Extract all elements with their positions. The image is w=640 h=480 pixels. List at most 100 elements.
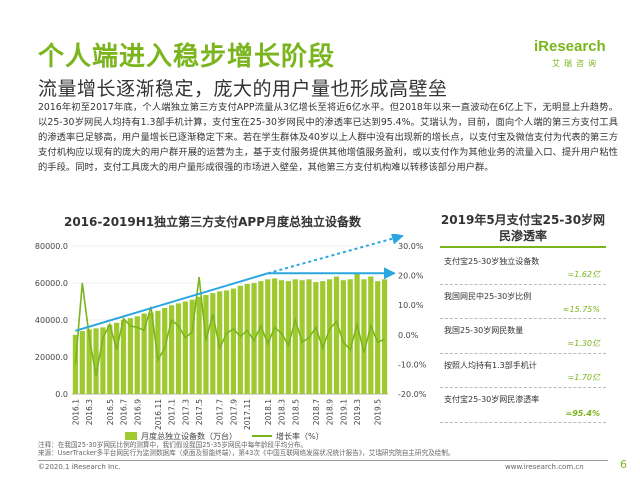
right-tick-label: 20.0% — [398, 272, 424, 281]
bar — [230, 288, 237, 394]
bar — [347, 279, 353, 394]
x-tick-label: 2017.1 — [168, 399, 177, 425]
side-row: 支付宝25-30岁独立设备数 =1.62亿 — [440, 250, 606, 285]
bar — [93, 328, 99, 394]
legend-bar-swatch — [125, 432, 137, 440]
chart-growth-line — [74, 276, 385, 377]
right-tick-label: 10.0% — [398, 301, 424, 310]
page-title: 个人端进入稳步增长阶段 — [38, 42, 336, 72]
x-tick-label: 2016.3 — [85, 399, 94, 425]
bar — [326, 279, 333, 394]
right-tick-label: 0.0% — [398, 331, 419, 340]
bar — [354, 272, 360, 394]
bar — [333, 276, 340, 394]
footnote-line: 来源：UserTracker多平台网民行为监测数据库（桌面及智能终端），第43次… — [38, 449, 455, 457]
bar — [340, 280, 346, 394]
left-tick-label: 40000.0 — [35, 316, 68, 325]
x-tick-label: 2017.3 — [181, 399, 190, 425]
chart-gridlines — [72, 245, 388, 395]
x-axis-ticks: 2016.1 2016.3 2016.5 2016.7 2016.9 2016.11 201… — [71, 399, 382, 430]
bar — [361, 279, 367, 394]
bar — [278, 280, 285, 394]
bar — [120, 320, 127, 394]
x-tick-label: 2016.5 — [106, 399, 115, 425]
bar — [79, 331, 85, 394]
side-row: 我国25-30岁网民数量 ≈1.30亿 — [440, 319, 606, 354]
bar — [189, 299, 195, 394]
bar — [299, 280, 305, 394]
bar — [210, 293, 216, 394]
x-tick-label: 2018.5 — [291, 399, 300, 425]
bar — [148, 312, 154, 394]
x-tick-label: 2018.7 — [312, 399, 321, 425]
x-tick-label: 2019.1 — [339, 399, 348, 425]
side-panel-rule — [440, 246, 606, 248]
chart-legend: 月度总独立设备数（万台） 增长率（%） — [125, 431, 324, 441]
x-tick-label: 2019.5 — [374, 399, 383, 425]
bar — [196, 296, 202, 394]
bar — [114, 322, 120, 394]
bar — [272, 278, 278, 394]
side-row: 支付宝25-30岁网民渗透率 =95.4% — [440, 388, 606, 423]
side-panel-title: 2019年5月支付宝25-30岁网民渗透率 — [440, 213, 606, 243]
bar — [375, 281, 381, 394]
side-row-value: =1.62亿 — [567, 269, 600, 279]
side-row-value: =1.70亿 — [567, 373, 600, 382]
chart-trend-arrows — [75, 232, 404, 332]
side-row-label: 支付宝25-30岁网民渗透率 — [444, 395, 540, 404]
legend-line-label: 增长率（%） — [276, 431, 324, 441]
bar — [223, 290, 230, 394]
bar — [168, 305, 175, 394]
bar — [162, 307, 168, 394]
side-row-label: 我国网民中25-30岁比例 — [444, 291, 532, 301]
bar — [217, 291, 223, 394]
bar — [368, 276, 374, 394]
bar — [258, 281, 264, 394]
page-subtitle: 流量增长逐渐稳定，庞大的用户量也形成高壁垒 — [38, 78, 448, 100]
website-link[interactable]: www.iresearch.com.cn — [505, 463, 584, 471]
x-tick-label: 2018.9 — [326, 399, 335, 425]
bar — [107, 324, 113, 394]
x-tick-label: 2016.11 — [154, 399, 163, 430]
right-tick-label: -10.0% — [398, 360, 427, 369]
x-tick-label: 2016.9 — [133, 399, 142, 425]
left-tick-label: 80000.0 — [35, 242, 68, 251]
bar — [251, 283, 257, 394]
bar — [155, 310, 161, 394]
bar — [320, 281, 326, 394]
bar — [86, 329, 92, 394]
left-tick-label: 60000.0 — [35, 279, 68, 288]
trend-line-rising — [75, 272, 269, 332]
legend-bar-label: 月度总独立设备数（万台） — [141, 431, 237, 441]
iresearch-logo: iResearch 艾瑞咨询 — [530, 38, 610, 74]
chart-title: 2016-2019H1独立第三方支付APP月度总独立设备数 — [63, 215, 362, 229]
side-row: 我国网民中25-30岁比例 ≈15.75% — [440, 285, 606, 319]
bar — [313, 282, 319, 394]
right-axis-ticks: -20.0% -10.0% 0.0% 10.0% 20.0% 30.0% — [398, 242, 427, 399]
side-row-label: 支付宝25-30岁独立设备数 — [444, 257, 540, 266]
x-tick-label: 2016.7 — [120, 399, 129, 425]
x-tick-label: 2017.11 — [243, 399, 252, 430]
side-row-label: 我国25-30岁网民数量 — [444, 326, 524, 335]
x-tick-label: 2017.9 — [229, 399, 238, 425]
body-paragraph: 2016年初至2017年底，个人端独立第三方支付APP流量从3亿增长至将近6亿水… — [38, 102, 618, 173]
footnote-line: 注释：在我国25-30岁网民比例的测算中，我们假设我国25-35岁网民中每年龄段… — [38, 441, 308, 449]
side-row-label: 按照人均持有1.3部手机计 — [444, 360, 537, 370]
footer-divider — [38, 460, 608, 461]
bar — [381, 279, 388, 394]
x-tick-label: 2018.1 — [264, 399, 273, 425]
left-tick-label: 0.0 — [55, 390, 68, 399]
bar — [134, 316, 140, 394]
bar — [100, 327, 106, 394]
x-tick-label: 2019.3 — [353, 399, 362, 425]
bar-line-chart: 0.0 20000.0 40000.0 60000.0 80000.0 -20.0% -1… — [35, 232, 427, 441]
trend-line-projected — [267, 232, 404, 275]
side-row-value: ≈1.30亿 — [567, 338, 600, 348]
side-panel-list: 支付宝25-30岁独立设备数 =1.62亿 我国网民中25-30岁比例 ≈15.… — [440, 250, 606, 423]
x-tick-label: 2018.3 — [278, 399, 287, 425]
side-row: 按照人均持有1.3部手机计 =1.70亿 — [440, 354, 606, 388]
x-tick-label: 2016.1 — [71, 399, 80, 425]
bar — [127, 318, 134, 394]
left-axis-ticks: 0.0 20000.0 40000.0 60000.0 80000.0 — [35, 242, 68, 399]
footnote: 注释：在我国25-30岁网民比例的测算中，我们假设我国25-35岁网民中每年龄段… — [38, 441, 608, 457]
